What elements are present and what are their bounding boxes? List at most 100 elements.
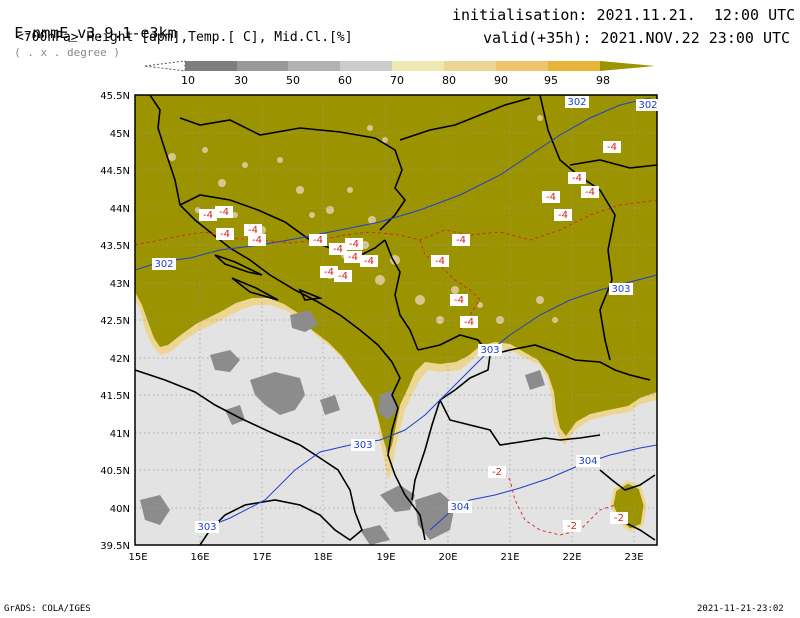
height-label-bg bbox=[565, 96, 589, 108]
lat-label: 45.5N bbox=[100, 91, 130, 102]
temp-label: -2 bbox=[614, 513, 624, 524]
temp-label: -4 bbox=[313, 235, 323, 246]
lon-label: 19E bbox=[376, 552, 395, 563]
cloud-field-high bbox=[135, 95, 657, 455]
lat-label: 41N bbox=[110, 429, 130, 440]
colorbar: 10 30 50 60 70 80 90 95 98 bbox=[144, 60, 655, 87]
temp-label: -4 bbox=[572, 173, 582, 184]
temp-label-bg bbox=[488, 466, 506, 478]
speck bbox=[277, 157, 283, 163]
speck bbox=[168, 153, 176, 161]
lat-label: 43.5N bbox=[100, 241, 130, 252]
temp-label-bg bbox=[248, 234, 266, 246]
temp-label: -4 bbox=[464, 317, 474, 328]
colorbar-label-80: 80 bbox=[442, 74, 456, 87]
colorbar-bin-7 bbox=[496, 61, 548, 71]
temp-label-bg bbox=[431, 255, 449, 267]
colorbar-bin-6 bbox=[444, 61, 496, 71]
temp-label: -4 bbox=[546, 192, 556, 203]
height-label: 303 bbox=[197, 522, 216, 533]
height-label: 303 bbox=[353, 440, 372, 451]
speck bbox=[326, 206, 334, 214]
italy-heel bbox=[135, 369, 363, 545]
temp-label-bg bbox=[581, 186, 599, 198]
temp-label: -4 bbox=[324, 267, 334, 278]
temp-label-bg bbox=[215, 206, 233, 218]
temp-label: -2 bbox=[567, 521, 577, 532]
temp-label-bg bbox=[610, 512, 628, 524]
coastlines-borders bbox=[135, 95, 657, 545]
temp-contour-minus2 bbox=[499, 469, 616, 536]
height-contour-303 bbox=[199, 274, 657, 531]
cloud-patch-aegean-edge bbox=[610, 480, 647, 532]
colorbar-label-50: 50 bbox=[286, 74, 300, 87]
height-label-bg bbox=[576, 455, 600, 467]
border-bosnia-west bbox=[179, 194, 386, 259]
lat-label: 41.5N bbox=[100, 391, 130, 402]
plot-frame bbox=[134, 94, 658, 546]
temp-label-bg bbox=[360, 255, 378, 267]
speck bbox=[415, 295, 425, 305]
height-label: 303 bbox=[611, 284, 630, 295]
lat-label: 43N bbox=[110, 279, 130, 290]
temp-label-bg bbox=[554, 209, 572, 221]
height-contour-302 bbox=[135, 97, 651, 271]
colorbar-bin-2 bbox=[237, 61, 288, 71]
lat-label: 44N bbox=[110, 204, 130, 215]
colorbar-low-arrow bbox=[144, 60, 186, 72]
temp-label-bg bbox=[216, 228, 234, 240]
speck bbox=[451, 286, 459, 294]
height-label: 303 bbox=[480, 345, 499, 356]
height-label-bg bbox=[478, 344, 502, 356]
lon-label: 20E bbox=[438, 552, 457, 563]
temp-label-bg bbox=[603, 141, 621, 153]
temp-label-bg bbox=[329, 243, 347, 255]
temp-label: -4 bbox=[220, 229, 230, 240]
mid-cloud-blobs bbox=[140, 310, 545, 545]
graticule bbox=[135, 95, 657, 545]
height-label-group: 302 302 302 303 303 303 304 304 303 bbox=[152, 96, 660, 533]
height-label-bg bbox=[636, 99, 660, 111]
blob-1 bbox=[250, 372, 305, 415]
height-label-bg bbox=[351, 439, 375, 451]
blob-10 bbox=[525, 370, 545, 390]
lat-label: 45N bbox=[110, 129, 130, 140]
units-hint: ( . x . degree ) bbox=[14, 46, 121, 59]
temp-contours bbox=[135, 199, 657, 536]
height-label: 302 bbox=[154, 259, 173, 270]
model-name: F-nmmE_v3.9.1-e3km bbox=[14, 24, 177, 42]
colorbar-label-98: 98 bbox=[596, 74, 610, 87]
temp-label-bg bbox=[460, 316, 478, 328]
speck bbox=[367, 125, 373, 131]
temp-label-bg bbox=[320, 266, 338, 278]
speck bbox=[232, 212, 238, 218]
speck bbox=[202, 147, 208, 153]
valid-time: valid(+35h): 2021.NOV.22 23:00 UTC bbox=[483, 29, 791, 47]
border-slovenia-croatia bbox=[179, 117, 376, 139]
blob-5 bbox=[415, 492, 455, 540]
speck bbox=[375, 275, 385, 285]
lat-axis: 45.5N 45N 44.5N 44N 43.5N 43N 42.5N 42N … bbox=[100, 91, 130, 552]
border-greece-albania bbox=[411, 399, 441, 501]
lon-label: 15E bbox=[128, 552, 147, 563]
temp-label: -4 bbox=[607, 142, 617, 153]
temp-label: -4 bbox=[454, 295, 464, 306]
lon-label: 23E bbox=[624, 552, 643, 563]
temp-label-bg bbox=[345, 238, 363, 250]
border-serbia-bulgaria bbox=[539, 95, 616, 361]
temp-contour-minus4 bbox=[135, 199, 657, 246]
lat-label: 42N bbox=[110, 354, 130, 365]
temp-label: -4 bbox=[349, 239, 359, 250]
height-label: 304 bbox=[450, 502, 469, 513]
temp-label-bg bbox=[568, 172, 586, 184]
speck bbox=[218, 179, 226, 187]
temp-label: -4 bbox=[558, 210, 568, 221]
blob-4 bbox=[380, 485, 415, 512]
temp-label-group: -4 -4 -4 -4 -4 -4 -4 -4 -4 -4 -4 -4 -4 -… bbox=[199, 141, 628, 532]
border-croatia-bosnia-north bbox=[374, 137, 406, 231]
speck bbox=[347, 187, 353, 193]
colorbar-bin-5 bbox=[392, 61, 444, 71]
temp-label-bg bbox=[344, 251, 362, 263]
temp-label: -2 bbox=[492, 467, 502, 478]
lon-label: 22E bbox=[562, 552, 581, 563]
